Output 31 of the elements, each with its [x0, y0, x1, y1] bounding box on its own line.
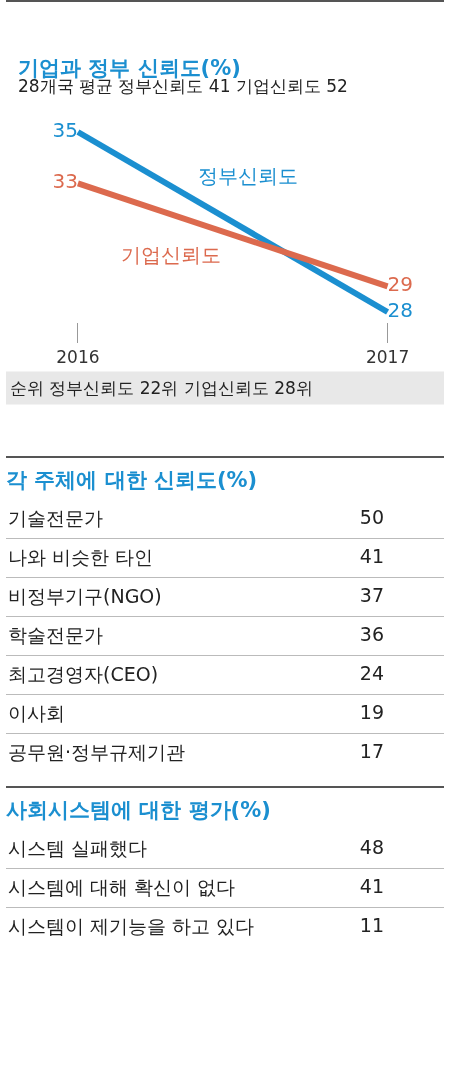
x-tick-label: 2016: [56, 347, 100, 368]
category-label: 시스템이 제기능을 하고 있다: [8, 914, 255, 939]
data-label: 28: [387, 298, 414, 322]
data-label: 19: [359, 701, 384, 725]
data-label: 29: [387, 272, 414, 297]
category-label: 기술전문가: [8, 506, 103, 531]
series-label: 기업신뢰도: [121, 243, 221, 267]
text: 각 주체에 대한 신뢰도(%): [6, 467, 259, 494]
data-label: 35: [52, 118, 78, 142]
category-label: 학술전문가: [8, 623, 103, 648]
category-label: 이사회: [8, 701, 65, 726]
series-label: 정부신뢰도: [198, 164, 298, 188]
data-label: 50: [359, 506, 384, 530]
category-label: 시스템 실패했다: [8, 836, 148, 861]
category-label: 공무원·정부규제기관: [8, 740, 186, 765]
text: 사회시스템에 대한 평가(%): [6, 797, 272, 824]
data-label: 48: [359, 836, 384, 860]
category-label: 시스템에 대해 확신이 없다: [8, 875, 236, 900]
x-tick-label: 2017: [365, 347, 410, 368]
data-label: 37: [359, 584, 384, 608]
data-label: 11: [359, 914, 384, 938]
data-label: 41: [359, 875, 384, 899]
data-label: 24: [359, 662, 384, 686]
data-label: 36: [359, 623, 384, 647]
data-label: 17: [359, 740, 384, 764]
category-label: 나와 비슷한 타인: [8, 545, 154, 570]
category-label: 최고경영자(CEO): [8, 662, 159, 687]
data-label: 33: [52, 169, 78, 194]
category-label: 비정부기구(NGO): [8, 584, 162, 609]
text: 순위 정부신뢰도 22위 기업신뢰도 28위: [10, 378, 313, 398]
data-label: 41: [359, 545, 384, 569]
